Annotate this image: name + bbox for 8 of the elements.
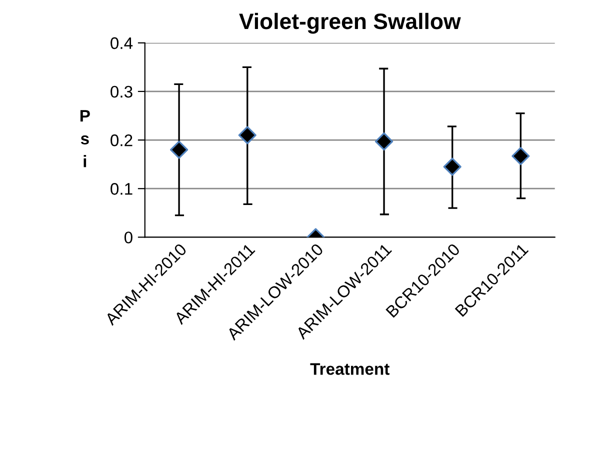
y-tick-label: 0.4 — [110, 37, 133, 50]
y-tick-label: 0.2 — [110, 134, 132, 146]
y-tick-label: 0 — [124, 232, 132, 244]
chart-title: Violet-green Swallow — [239, 12, 461, 34]
x-axis-title: Treatment — [310, 363, 390, 375]
y-axis-title: Psi — [80, 110, 90, 168]
y-tick-label: 0.3 — [110, 86, 132, 98]
y-tick-label: 0.1 — [110, 183, 132, 195]
